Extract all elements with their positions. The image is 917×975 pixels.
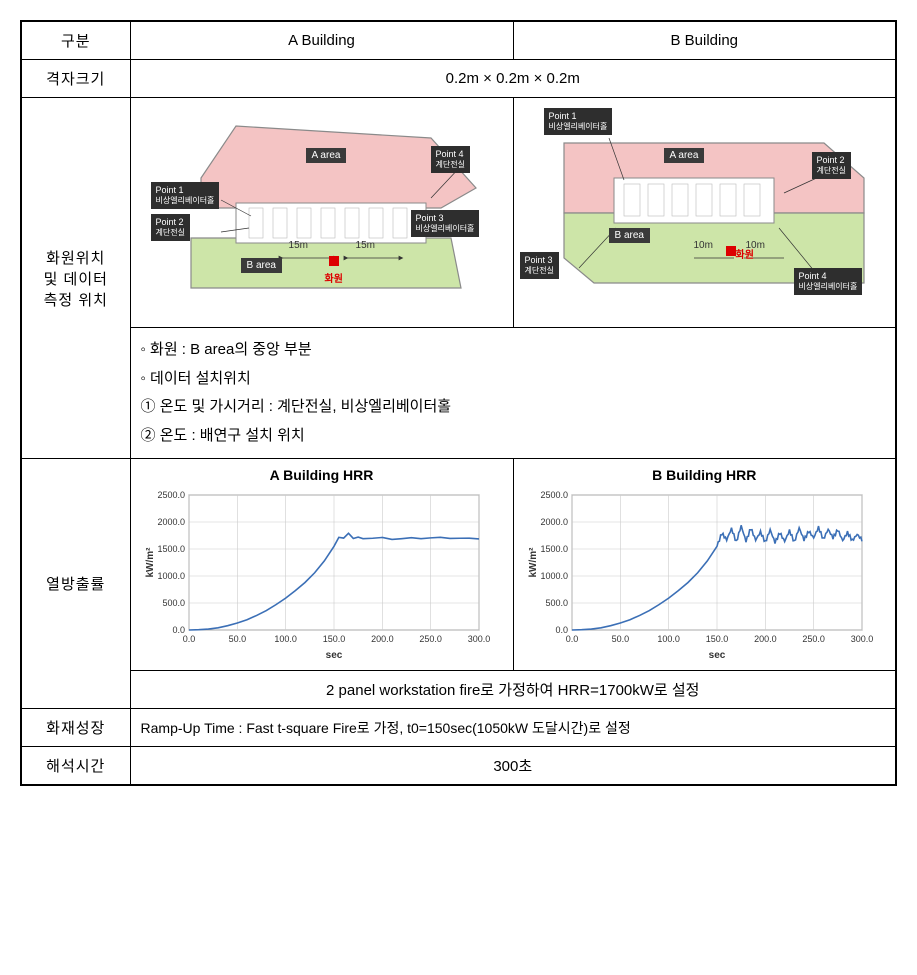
svg-text:1000.0: 1000.0	[157, 571, 185, 581]
svg-text:150.0: 150.0	[705, 634, 728, 644]
floorplan-b: A areaB area화원10m10mPoint 1비상엘리베이터홀Point…	[513, 98, 896, 328]
svg-text:300.0: 300.0	[467, 634, 490, 644]
svg-text:1500.0: 1500.0	[157, 544, 185, 554]
note-line-1: ◦ 화원 : B area의 중앙 부분	[141, 336, 885, 365]
svg-text:2000.0: 2000.0	[540, 517, 568, 527]
svg-text:sec: sec	[708, 650, 725, 661]
svg-text:150.0: 150.0	[322, 634, 345, 644]
header-col0: 구분	[21, 21, 130, 60]
row-growth-value: Ramp-Up Time : Fast t-square Fire로 가정, t…	[130, 709, 896, 747]
chart-a-cell: A Building HRR 0.0 500.0 1000.0 1500.0 2000.…	[130, 459, 513, 671]
svg-text:1500.0: 1500.0	[540, 544, 568, 554]
svg-text:250.0: 250.0	[802, 634, 825, 644]
svg-text:200.0: 200.0	[754, 634, 777, 644]
svg-text:0.0: 0.0	[565, 634, 578, 644]
svg-text:500.0: 500.0	[545, 598, 568, 608]
row-grid-value: 0.2m × 0.2m × 0.2m	[130, 60, 896, 98]
row-grid-label: 격자크기	[21, 60, 130, 98]
chart-b: 0.0500.01000.01500.02000.02500.00.050.01…	[524, 487, 886, 662]
svg-text:1000.0: 1000.0	[540, 571, 568, 581]
svg-text:sec: sec	[325, 650, 342, 661]
svg-text:0.0: 0.0	[182, 634, 195, 644]
row-fireloc-label: 화원위치 및 데이터 측정 위치	[21, 98, 130, 459]
svg-text:2000.0: 2000.0	[157, 517, 185, 527]
floorplan-a: A areaB area화원15m15mPoint 1비상엘리베이터홀Point…	[130, 98, 513, 328]
chart-b-cell: B Building HRR 0.0 500.0 1000.0 1500.0 2000.…	[513, 459, 896, 671]
svg-text:100.0: 100.0	[274, 634, 297, 644]
svg-text:50.0: 50.0	[228, 634, 246, 644]
spec-table: 구분 A Building B Building 격자크기 0.2m × 0.2…	[20, 20, 897, 786]
chart-a-title: A Building HRR	[141, 467, 503, 483]
row-hrr-note: 2 panel workstation fire로 가정하여 HRR=1700k…	[130, 671, 896, 709]
svg-text:100.0: 100.0	[657, 634, 680, 644]
row-hrr-label: 열방출률	[21, 459, 130, 709]
header-col2: B Building	[513, 21, 896, 60]
note-line-2: ◦ 데이터 설치위치	[141, 365, 885, 394]
note-line-4: ② 온도 : 배연구 설치 위치	[141, 422, 885, 451]
note-line-3: ① 온도 및 가시거리 : 계단전실, 비상엘리베이터홀	[141, 393, 885, 422]
svg-text:kW/m²: kW/m²	[145, 547, 156, 578]
header-col1: A Building	[130, 21, 513, 60]
svg-text:2500.0: 2500.0	[540, 490, 568, 500]
svg-text:2500.0: 2500.0	[157, 490, 185, 500]
svg-text:300.0: 300.0	[850, 634, 873, 644]
svg-text:500.0: 500.0	[162, 598, 185, 608]
svg-text:200.0: 200.0	[371, 634, 394, 644]
chart-b-title: B Building HRR	[524, 467, 886, 483]
svg-text:kW/m²: kW/m²	[528, 547, 539, 578]
row-time-label: 해석시간	[21, 747, 130, 786]
chart-a: 0.0500.01000.01500.02000.02500.00.050.01…	[141, 487, 503, 662]
row-growth-label: 화재성장	[21, 709, 130, 747]
svg-text:250.0: 250.0	[419, 634, 442, 644]
row-time-value: 300초	[130, 747, 896, 786]
svg-text:50.0: 50.0	[611, 634, 629, 644]
fireloc-notes: ◦ 화원 : B area의 중앙 부분 ◦ 데이터 설치위치 ① 온도 및 가…	[130, 328, 896, 459]
